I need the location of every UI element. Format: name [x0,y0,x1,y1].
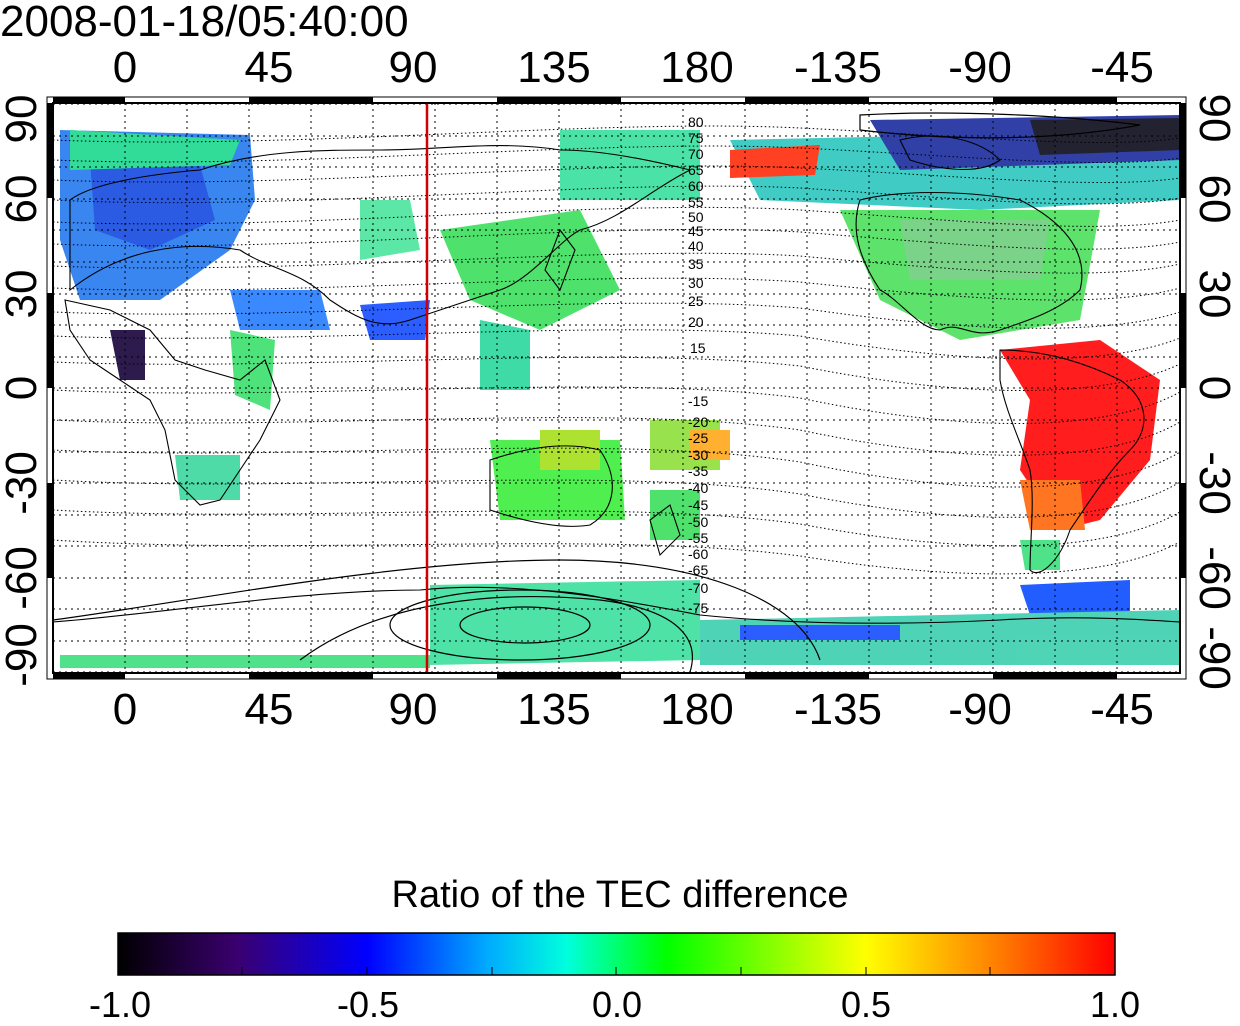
bottom-lon-tick: 90 [388,685,438,734]
coastlines [53,135,1180,624]
contour-label: -55 [688,530,708,546]
contour-label: -40 [688,480,708,496]
top-lon-tick: 135 [517,43,591,92]
bottom-lon-tick: -45 [1090,685,1154,734]
top-lon-tick: 45 [244,43,294,92]
top-lon-tick: 90 [388,43,438,92]
contour-label: -15 [688,393,708,409]
top-lon-tick: 180 [660,43,734,92]
left-lat-tick: 60 [0,174,46,224]
right-lat-tick: -30 [1190,451,1239,515]
colorbar-minor-ticks [241,967,991,975]
right-lat-tick: 60 [1190,174,1239,224]
colorbar-tick-label: -1.0 [88,984,152,1025]
bottom-lon-tick: 0 [112,685,138,734]
map-timestamp: 2008-01-18/05:40:00 [0,0,409,46]
contour-label: 20 [688,314,704,330]
contour-label: -25 [688,430,708,446]
bottom-lon-tick: 180 [660,685,734,734]
left-lat-tick: -60 [0,546,46,610]
top-lon-tick: -135 [793,43,883,92]
dip-contours [53,125,1180,575]
map-area [53,103,1180,673]
contour-label: 65 [688,162,704,178]
contour-label: 75 [688,130,704,146]
contour-label: 40 [688,238,704,254]
contour-label: -45 [688,497,708,513]
right-lat-tick: -90 [1190,626,1239,690]
contour-label: 80 [688,114,704,130]
bottom-lon-tick: 45 [244,685,294,734]
contour-label: -35 [688,463,708,479]
bottom-lon-tick: -135 [793,685,883,734]
contour-label: 70 [688,146,704,162]
right-lat-tick: 90 [1190,93,1239,143]
colorbar-tick-label: 0.5 [840,984,892,1025]
contour-label: 55 [688,194,704,210]
colorbar-title: Ratio of the TEC difference [391,874,849,916]
contour-label: 50 [688,209,704,225]
contour-label: -20 [688,414,708,430]
contour-labels: 80 75 70 65 60 55 50 45 40 35 30 25 20 1… [688,114,708,616]
left-lat-tick: -30 [0,451,46,515]
graticule [53,103,1180,673]
right-lat-tick: 0 [1190,375,1239,401]
contour-label: 25 [688,293,704,309]
left-lat-tick: 30 [0,269,46,319]
contour-label: -60 [688,546,708,562]
right-lat-tick: -60 [1190,546,1239,610]
contour-label: 30 [688,275,704,291]
contour-label: 15 [690,340,706,356]
contour-label: -30 [688,447,708,463]
bottom-lon-tick: -90 [948,685,1012,734]
colorbar-tick-label: 0.0 [591,984,643,1025]
contour-label: 45 [688,223,704,239]
left-lat-tick: -90 [0,623,46,687]
contour-label: 60 [688,178,704,194]
bottom-lon-tick: 135 [517,685,591,734]
contour-label: -75 [688,600,708,616]
colorbar-tick-label: 1.0 [1089,984,1141,1025]
top-lon-tick: 0 [112,43,138,92]
contour-label: -70 [688,580,708,596]
colorbar-tick-label: -0.5 [336,984,400,1025]
contour-label: 35 [688,256,704,272]
contour-label: -50 [688,514,708,530]
top-lon-tick: -90 [948,43,1012,92]
contour-label: -65 [688,562,708,578]
left-lat-tick: 90 [0,94,46,144]
top-lon-tick: -45 [1090,43,1154,92]
axis-tick-bars [47,97,1186,679]
right-lat-tick: 30 [1190,269,1239,319]
left-lat-tick: 0 [0,375,46,401]
